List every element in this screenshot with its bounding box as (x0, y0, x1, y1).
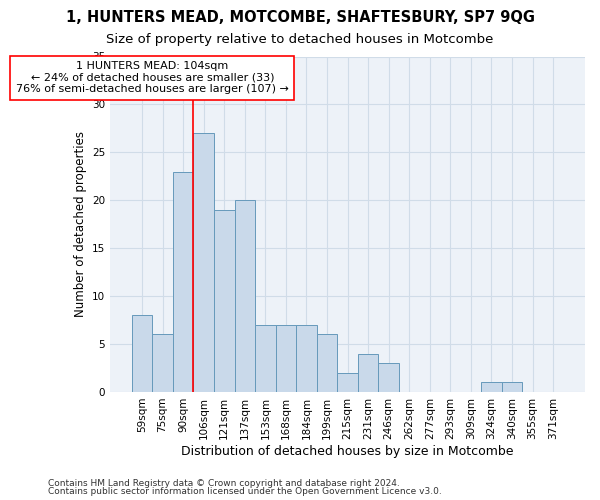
Bar (317, 334, 337, 392)
Bar (235, 200, 255, 392)
Bar (337, 373, 358, 392)
Text: 1 HUNTERS MEAD: 104sqm
← 24% of detached houses are smaller (33)
76% of semi-det: 1 HUNTERS MEAD: 104sqm ← 24% of detached… (16, 62, 289, 94)
Text: Size of property relative to detached houses in Motcombe: Size of property relative to detached ho… (106, 32, 494, 46)
Bar (193, 133, 214, 392)
Bar (358, 354, 379, 392)
Y-axis label: Number of detached properties: Number of detached properties (74, 131, 86, 317)
Bar (502, 382, 523, 392)
Text: 1, HUNTERS MEAD, MOTCOMBE, SHAFTESBURY, SP7 9QG: 1, HUNTERS MEAD, MOTCOMBE, SHAFTESBURY, … (65, 10, 535, 25)
Bar (255, 325, 275, 392)
Bar (173, 172, 193, 392)
Text: Contains public sector information licensed under the Open Government Licence v3: Contains public sector information licen… (48, 487, 442, 496)
Bar (132, 316, 152, 392)
X-axis label: Distribution of detached houses by size in Motcombe: Distribution of detached houses by size … (181, 444, 514, 458)
Bar (152, 334, 173, 392)
Text: Contains HM Land Registry data © Crown copyright and database right 2024.: Contains HM Land Registry data © Crown c… (48, 478, 400, 488)
Bar (275, 325, 296, 392)
Bar (379, 363, 399, 392)
Bar (296, 325, 317, 392)
Bar (214, 210, 235, 392)
Bar (481, 382, 502, 392)
